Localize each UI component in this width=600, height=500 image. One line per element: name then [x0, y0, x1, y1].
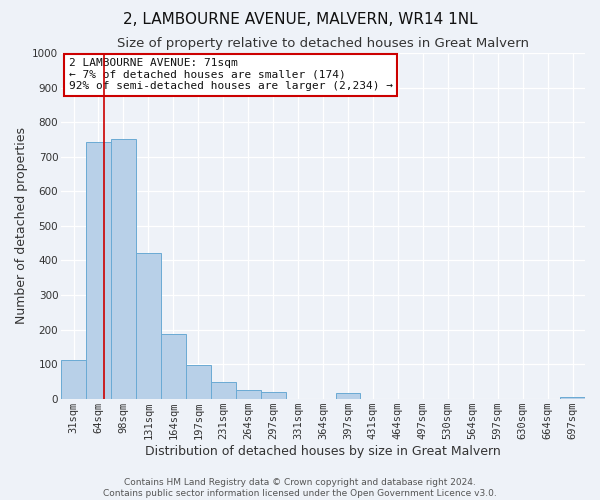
Bar — [86, 142, 111, 399]
Text: Contains HM Land Registry data © Crown copyright and database right 2024.
Contai: Contains HM Land Registry data © Crown c… — [103, 478, 497, 498]
Bar — [560, 397, 585, 398]
Bar — [111, 139, 136, 398]
Bar — [236, 390, 260, 398]
Text: 2, LAMBOURNE AVENUE, MALVERN, WR14 1NL: 2, LAMBOURNE AVENUE, MALVERN, WR14 1NL — [122, 12, 478, 28]
Bar — [186, 365, 211, 398]
Bar — [136, 253, 161, 398]
Bar — [161, 334, 186, 398]
Bar — [260, 392, 286, 398]
Title: Size of property relative to detached houses in Great Malvern: Size of property relative to detached ho… — [117, 38, 529, 51]
Y-axis label: Number of detached properties: Number of detached properties — [15, 128, 28, 324]
Text: 2 LAMBOURNE AVENUE: 71sqm
← 7% of detached houses are smaller (174)
92% of semi-: 2 LAMBOURNE AVENUE: 71sqm ← 7% of detach… — [69, 58, 393, 92]
Bar — [335, 394, 361, 398]
Bar — [211, 382, 236, 398]
Bar — [61, 360, 86, 399]
X-axis label: Distribution of detached houses by size in Great Malvern: Distribution of detached houses by size … — [145, 444, 501, 458]
